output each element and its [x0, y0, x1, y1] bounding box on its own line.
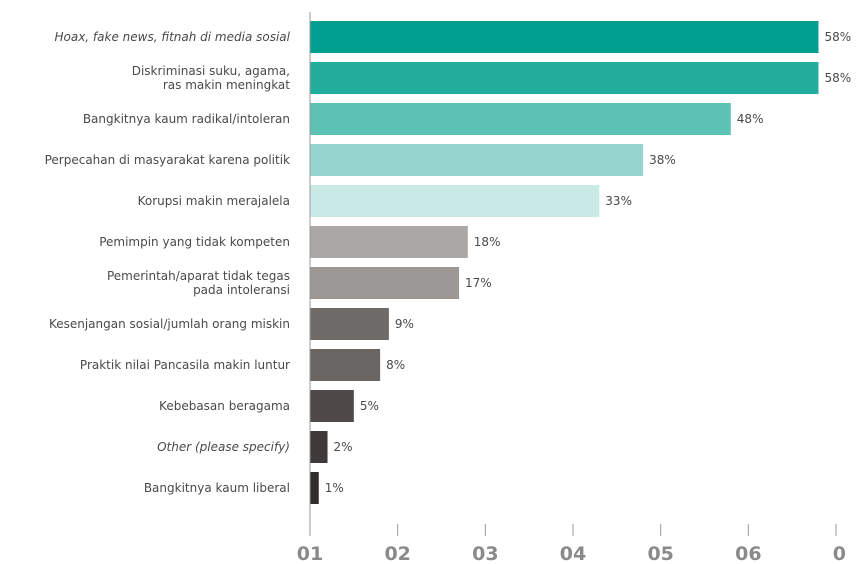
x-tick-label-4: 05 — [647, 543, 673, 564]
bar-9 — [310, 390, 354, 422]
category-label-5: Pemimpin yang tidak kompeten — [99, 235, 290, 249]
value-label-5: 18% — [474, 235, 501, 249]
value-label-6: 17% — [465, 276, 492, 290]
value-label-7: 9% — [395, 317, 414, 331]
bar-0 — [310, 21, 819, 53]
x-tick-label-2: 03 — [472, 543, 498, 564]
value-label-2: 48% — [737, 112, 764, 126]
value-label-1: 58% — [824, 71, 851, 85]
x-tick-label-1: 02 — [384, 543, 410, 564]
value-label-9: 5% — [360, 399, 379, 413]
value-label-11: 1% — [325, 481, 344, 495]
category-label-7: Kesenjangan sosial/jumlah orang miskin — [49, 317, 290, 331]
x-tick-label-6: 0 — [833, 543, 846, 564]
value-label-3: 38% — [649, 153, 676, 167]
category-labels-group: Hoax, fake news, fitnah di media sosial D… — [45, 30, 291, 495]
x-tick-label-0: 01 — [297, 543, 323, 564]
category-label-9: Kebebasan beragama — [159, 399, 290, 413]
value-label-4: 33% — [605, 194, 632, 208]
category-label-10: Other (please specify) — [157, 440, 290, 454]
category-label-2: Bangkitnya kaum radikal/intoleran — [83, 112, 290, 126]
category-label-3: Perpecahan di masyarakat karena politik — [45, 153, 290, 167]
category-label-4: Korupsi makin merajalela — [138, 194, 290, 208]
x-tick-labels-group: 01 02 03 04 05 06 0 — [297, 543, 846, 564]
bar-8 — [310, 349, 381, 381]
category-label-1: Diskriminasi suku, agama, ras makin menin… — [132, 64, 291, 92]
bar-6 — [310, 267, 460, 299]
bar-10 — [310, 431, 328, 463]
category-label-0: Hoax, fake news, fitnah di media sosial — [54, 30, 290, 44]
category-label-8: Praktik nilai Pancasila makin luntur — [80, 358, 290, 372]
x-tick-label-5: 06 — [735, 543, 761, 564]
bar-3 — [310, 144, 644, 176]
bar-5 — [310, 226, 468, 258]
bar-7 — [310, 308, 389, 340]
x-tick-label-3: 04 — [560, 543, 586, 564]
value-label-8: 8% — [386, 358, 405, 372]
axes-group — [309, 12, 837, 536]
bars-group — [310, 21, 819, 504]
category-label-11: Bangkitnya kaum liberal — [144, 481, 290, 495]
bar-4 — [310, 185, 600, 217]
value-label-10: 2% — [334, 440, 353, 454]
category-label-6: Pemerintah/aparat tidak tegas pada intole… — [107, 269, 290, 297]
value-label-0: 58% — [824, 30, 851, 44]
bar-2 — [310, 103, 731, 135]
bar-1 — [310, 62, 819, 94]
bar-11 — [310, 472, 319, 504]
value-labels-group: 58% 58% 48% 38% 33% 18% 17% 9% 8% 5% 2% 1% — [325, 30, 851, 495]
